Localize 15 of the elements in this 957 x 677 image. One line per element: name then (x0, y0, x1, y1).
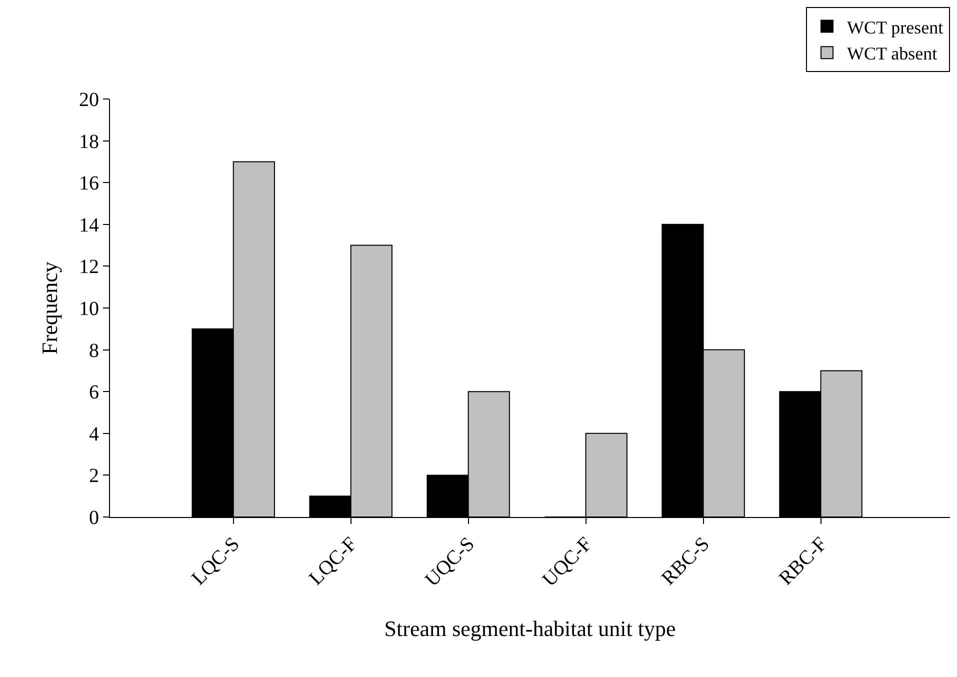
y-tick-label: 8 (89, 340, 99, 362)
legend-label: WCT present (847, 17, 944, 38)
y-tick-label: 0 (89, 507, 99, 529)
y-tick-label: 20 (79, 89, 99, 111)
y-tick-label: 2 (89, 465, 99, 488)
y-tick-label: 4 (89, 423, 99, 446)
y-tick-label: 14 (79, 214, 99, 236)
y-axis-title: Frequency (36, 262, 62, 354)
y-tick-label: 16 (79, 172, 99, 195)
y-tick-label: 6 (89, 382, 99, 404)
y-tick-label: 18 (79, 130, 99, 153)
y-tick-label: 12 (79, 256, 99, 278)
x-axis-title: Stream segment-habitat unit type (384, 616, 676, 641)
y-tick-label: 10 (79, 298, 99, 320)
legend-label: WCT absent (847, 44, 938, 64)
